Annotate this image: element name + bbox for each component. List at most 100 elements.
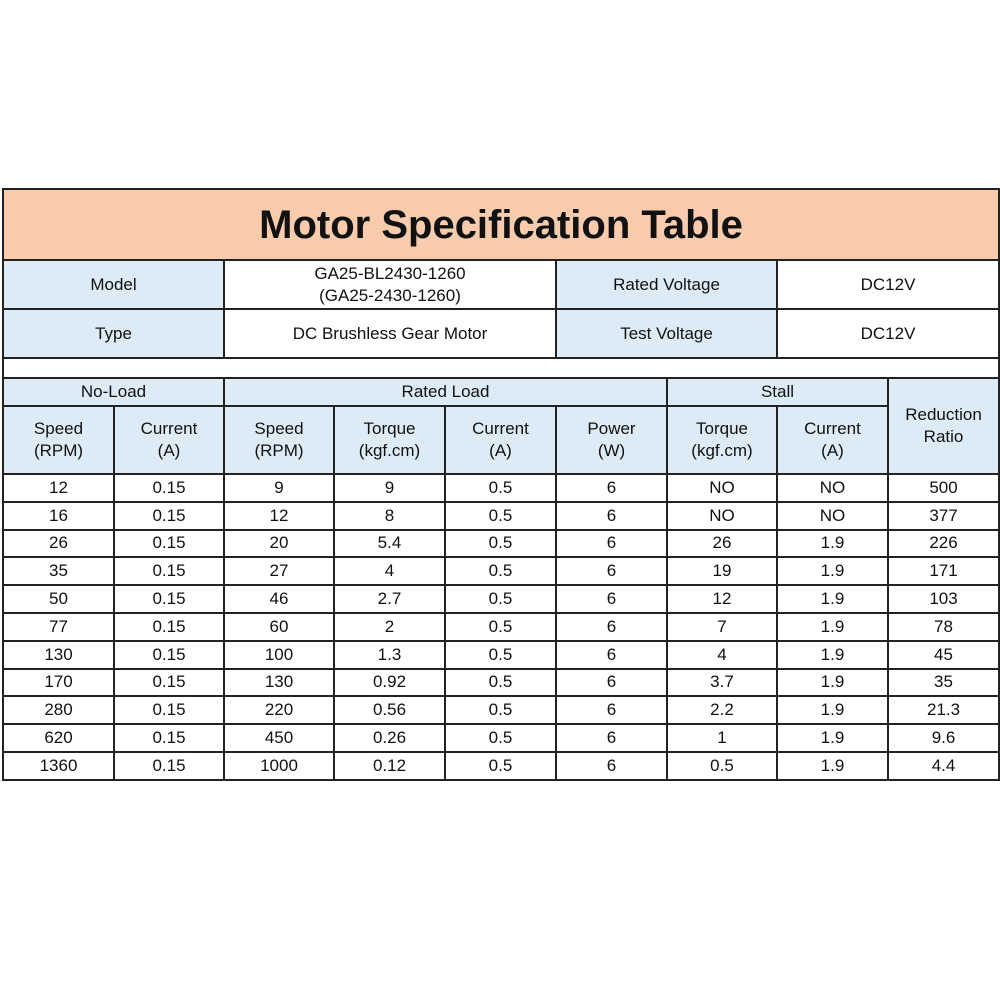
table-row: 1360 0.15 1000 0.12 0.5 6 0.5 1.9 4.4 bbox=[2, 750, 1000, 781]
table-cell: 6 bbox=[555, 695, 668, 726]
table-cell: 9 bbox=[223, 473, 335, 503]
table-cell: 1.9 bbox=[776, 528, 889, 559]
column-header-unit: (A) bbox=[157, 441, 181, 460]
column-header: Current (A) bbox=[776, 405, 889, 475]
table-cell: 171 bbox=[886, 556, 1000, 587]
table-cell: 12 bbox=[666, 584, 778, 614]
rated-voltage-label: Rated Voltage bbox=[555, 259, 778, 310]
table-cell: 620 bbox=[2, 723, 115, 753]
column-header-unit: (kgf.cm) bbox=[691, 441, 753, 460]
test-voltage-value: DC12V bbox=[775, 308, 1000, 359]
table-cell: 1.9 bbox=[776, 695, 889, 726]
column-header: Speed (RPM) bbox=[223, 405, 335, 475]
model-value: GA25-BL2430-1260 (GA25-2430-1260) bbox=[223, 259, 557, 310]
column-header-name: Current bbox=[472, 419, 529, 438]
reduction-label-1: Reduction bbox=[905, 405, 982, 424]
table-cell: 1360 bbox=[2, 750, 115, 781]
table-cell: 0.26 bbox=[333, 723, 446, 753]
column-header: Power (W) bbox=[555, 405, 668, 475]
table-cell: 60 bbox=[223, 611, 335, 642]
table-cell: 0.15 bbox=[113, 639, 225, 670]
table-cell: 103 bbox=[886, 584, 1000, 614]
table-cell: 280 bbox=[2, 695, 115, 726]
table-row: 26 0.15 20 5.4 0.5 6 26 1.9 226 bbox=[2, 528, 1000, 559]
type-label: Type bbox=[2, 308, 225, 359]
table-cell: 2 bbox=[333, 611, 446, 642]
table-cell: 16 bbox=[2, 500, 115, 531]
column-header-name: Speed bbox=[254, 419, 304, 438]
column-header: Speed (RPM) bbox=[2, 405, 115, 475]
table-cell: 0.5 bbox=[444, 695, 557, 726]
table-cell: 6 bbox=[555, 723, 668, 753]
table-cell: 0.5 bbox=[444, 750, 557, 781]
table-cell: 0.15 bbox=[113, 500, 225, 531]
table-row: 16 0.15 12 8 0.5 6 NO NO 377 bbox=[2, 500, 1000, 531]
table-row: 50 0.15 46 2.7 0.5 6 12 1.9 103 bbox=[2, 584, 1000, 614]
table-cell: 0.5 bbox=[444, 611, 557, 642]
table-cell: 77 bbox=[2, 611, 115, 642]
group-stall: Stall bbox=[666, 377, 889, 407]
table-cell: 1.9 bbox=[776, 750, 889, 781]
column-header: Torque (kgf.cm) bbox=[333, 405, 446, 475]
column-header: Torque (kgf.cm) bbox=[666, 405, 778, 475]
table-row: 280 0.15 220 0.56 0.5 6 2.2 1.9 21.3 bbox=[2, 695, 1000, 726]
table-cell: NO bbox=[776, 473, 889, 503]
column-header-unit: (RPM) bbox=[254, 441, 304, 460]
table-cell: NO bbox=[666, 473, 778, 503]
table-cell: 6 bbox=[555, 584, 668, 614]
table-cell: 4.4 bbox=[886, 750, 1000, 781]
table-cell: 6 bbox=[555, 473, 668, 503]
table-title: Motor Specification Table bbox=[1, 188, 1000, 261]
table-cell: 0.5 bbox=[444, 528, 557, 559]
table-cell: 2.2 bbox=[666, 695, 778, 726]
table-cell: 1000 bbox=[223, 750, 335, 781]
column-header-unit: (W) bbox=[597, 441, 626, 460]
column-header-name: Current bbox=[804, 419, 861, 438]
table-cell: 78 bbox=[886, 611, 1000, 642]
table-cell: 1.9 bbox=[776, 639, 889, 670]
table-cell: 0.5 bbox=[444, 556, 557, 587]
column-header-unit: (RPM) bbox=[33, 441, 84, 460]
table-cell: 4 bbox=[333, 556, 446, 587]
table-cell: 220 bbox=[223, 695, 335, 726]
table-cell: 1 bbox=[666, 723, 778, 753]
table-row: 620 0.15 450 0.26 0.5 6 1 1.9 9.6 bbox=[2, 723, 1000, 753]
table-cell: 1.9 bbox=[776, 584, 889, 614]
table-cell: 0.15 bbox=[113, 584, 225, 614]
table-cell: 100 bbox=[223, 639, 335, 670]
table-cell: 6 bbox=[555, 500, 668, 531]
table-cell: 500 bbox=[886, 473, 1000, 503]
table-cell: 226 bbox=[886, 528, 1000, 559]
table-cell: 0.15 bbox=[113, 528, 225, 559]
column-header: Current (A) bbox=[113, 405, 225, 475]
table-cell: 1.9 bbox=[776, 723, 889, 753]
group-no-load: No-Load bbox=[2, 377, 225, 407]
table-cell: 6 bbox=[555, 750, 668, 781]
table-cell: 46 bbox=[223, 584, 335, 614]
reduction-label-2: Ratio bbox=[923, 427, 964, 446]
column-header-unit: (kgf.cm) bbox=[358, 441, 421, 460]
table-cell: 21.3 bbox=[886, 695, 1000, 726]
table-cell: 2.7 bbox=[333, 584, 446, 614]
table-cell: 130 bbox=[223, 667, 335, 698]
table-cell: 9.6 bbox=[886, 723, 1000, 753]
table-cell: 0.5 bbox=[444, 584, 557, 614]
column-header-name: Current bbox=[140, 419, 198, 438]
model-value-primary: GA25-BL2430-1260 bbox=[314, 263, 466, 283]
table-cell: 7 bbox=[666, 611, 778, 642]
table-cell: NO bbox=[666, 500, 778, 531]
table-cell: 19 bbox=[666, 556, 778, 587]
table-cell: 12 bbox=[2, 473, 115, 503]
table-cell: 1.9 bbox=[776, 611, 889, 642]
table-cell: 35 bbox=[886, 667, 1000, 698]
table-cell: 377 bbox=[886, 500, 1000, 531]
table-cell: 1.9 bbox=[776, 556, 889, 587]
table-cell: 50 bbox=[2, 584, 115, 614]
table-cell: 26 bbox=[666, 528, 778, 559]
table-cell: 0.5 bbox=[444, 500, 557, 531]
table-cell: 0.15 bbox=[113, 723, 225, 753]
table-cell: 0.92 bbox=[333, 667, 446, 698]
table-cell: 20 bbox=[223, 528, 335, 559]
table-cell: 450 bbox=[223, 723, 335, 753]
table-row: 12 0.15 9 9 0.5 6 NO NO 500 bbox=[2, 473, 1000, 503]
